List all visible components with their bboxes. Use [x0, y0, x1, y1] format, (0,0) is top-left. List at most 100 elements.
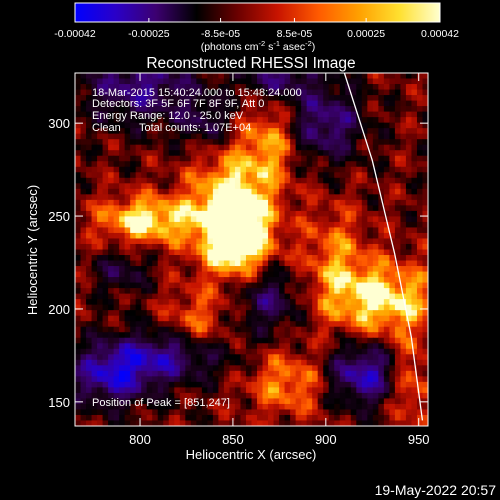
heatmap-cell	[245, 232, 253, 240]
heatmap-cell	[295, 128, 302, 135]
heatmap-cell	[201, 343, 208, 350]
heatmap-cell	[229, 249, 236, 256]
heatmap-cell	[190, 161, 197, 168]
heatmap-cell	[301, 199, 308, 206]
heatmap-cell	[290, 299, 297, 306]
heatmap-cell	[317, 348, 324, 355]
heatmap-cell	[124, 221, 131, 229]
heatmap-cell	[223, 210, 231, 218]
heatmap-cell	[146, 370, 153, 377]
heatmap-cell	[86, 144, 93, 151]
heatmap-cell	[207, 343, 214, 350]
heatmap-cell	[108, 216, 115, 223]
heatmap-cell	[389, 150, 396, 157]
heatmap-cell	[389, 381, 396, 388]
heatmap-cell	[168, 293, 175, 300]
heatmap-cell	[273, 299, 280, 306]
heatmap-cell	[356, 365, 363, 372]
heatmap-cell	[372, 221, 379, 229]
heatmap-cell	[212, 117, 220, 124]
heatmap-cell	[262, 177, 269, 184]
heatmap-cell	[146, 238, 153, 245]
heatmap-cell	[146, 403, 153, 411]
heatmap-cell	[135, 84, 142, 91]
heatmap-cell	[367, 199, 374, 206]
heatmap-cell	[378, 210, 385, 218]
heatmap-cell	[91, 205, 98, 212]
heatmap-cell	[350, 420, 357, 426]
heatmap-cell	[190, 255, 197, 262]
heatmap-cell	[356, 155, 363, 162]
heatmap-cell	[190, 354, 197, 361]
heatmap-cell	[312, 315, 319, 322]
heatmap-cell	[157, 111, 164, 118]
heatmap-cell	[367, 232, 374, 240]
heatmap-cell	[234, 376, 242, 383]
heatmap-cell	[251, 89, 258, 96]
heatmap-cell	[290, 111, 297, 118]
heatmap-cell	[279, 84, 286, 91]
heatmap-cell	[174, 128, 181, 135]
heatmap-cell	[207, 106, 214, 113]
heatmap-cell	[290, 337, 297, 344]
heatmap-cell	[389, 398, 396, 405]
heatmap-cell	[367, 343, 374, 350]
heatmap-cell	[163, 78, 170, 85]
heatmap-cell	[102, 161, 109, 168]
heatmap-cell	[119, 155, 126, 162]
heatmap-cell	[124, 84, 131, 91]
heatmap-cell	[108, 332, 115, 339]
heatmap-cell	[290, 161, 297, 168]
heatmap-cell	[130, 387, 137, 394]
heatmap-cell	[119, 128, 126, 135]
heatmap-cell	[317, 232, 324, 240]
heatmap-cell	[130, 177, 137, 184]
heatmap-cell	[218, 161, 225, 168]
heatmap-cell	[157, 210, 164, 218]
heatmap-cell	[361, 321, 368, 328]
heatmap-cell	[317, 326, 324, 333]
heatmap-cell	[251, 376, 258, 383]
heatmap-cell	[295, 199, 302, 206]
heatmap-cell	[268, 381, 275, 388]
heatmap-cell	[234, 183, 242, 190]
heatmap-cell	[334, 299, 341, 306]
heatmap-cell	[317, 409, 324, 416]
heatmap-cell	[284, 359, 291, 366]
heatmap-cell	[245, 155, 253, 162]
heatmap-cell	[185, 277, 192, 284]
heatmap-cell	[108, 122, 115, 129]
heatmap-cell	[323, 227, 330, 234]
heatmap-cell	[416, 89, 424, 96]
heatmap-cell	[411, 266, 418, 273]
heatmap-cell	[323, 238, 330, 245]
heatmap-cell	[223, 376, 231, 383]
heatmap-cell	[196, 117, 203, 124]
heatmap-cell	[190, 89, 197, 96]
heatmap-cell	[268, 354, 275, 361]
heatmap-cell	[218, 310, 225, 317]
heatmap-cell	[152, 271, 159, 278]
heatmap-cell	[295, 332, 302, 339]
heatmap-cell	[301, 299, 308, 306]
heatmap-cell	[251, 409, 258, 416]
heatmap-cell	[361, 117, 368, 124]
heatmap-cell	[339, 315, 346, 322]
heatmap-cell	[124, 326, 131, 333]
heatmap-cell	[152, 403, 159, 411]
heatmap-cell	[339, 243, 346, 251]
heatmap-cell	[400, 155, 407, 162]
heatmap-cell	[257, 392, 264, 400]
heatmap-cell	[240, 210, 247, 218]
heatmap-cell	[102, 111, 109, 118]
heatmap-cell	[212, 376, 220, 383]
heatmap-cell	[245, 304, 253, 311]
heatmap-cell	[179, 376, 186, 383]
heatmap-cell	[179, 111, 186, 118]
heatmap-cell	[102, 337, 109, 344]
heatmap-cell	[135, 216, 142, 223]
heatmap-cell	[394, 348, 402, 355]
heatmap-cell	[179, 150, 186, 157]
heatmap-cell	[268, 78, 275, 85]
heatmap-cell	[372, 310, 379, 317]
